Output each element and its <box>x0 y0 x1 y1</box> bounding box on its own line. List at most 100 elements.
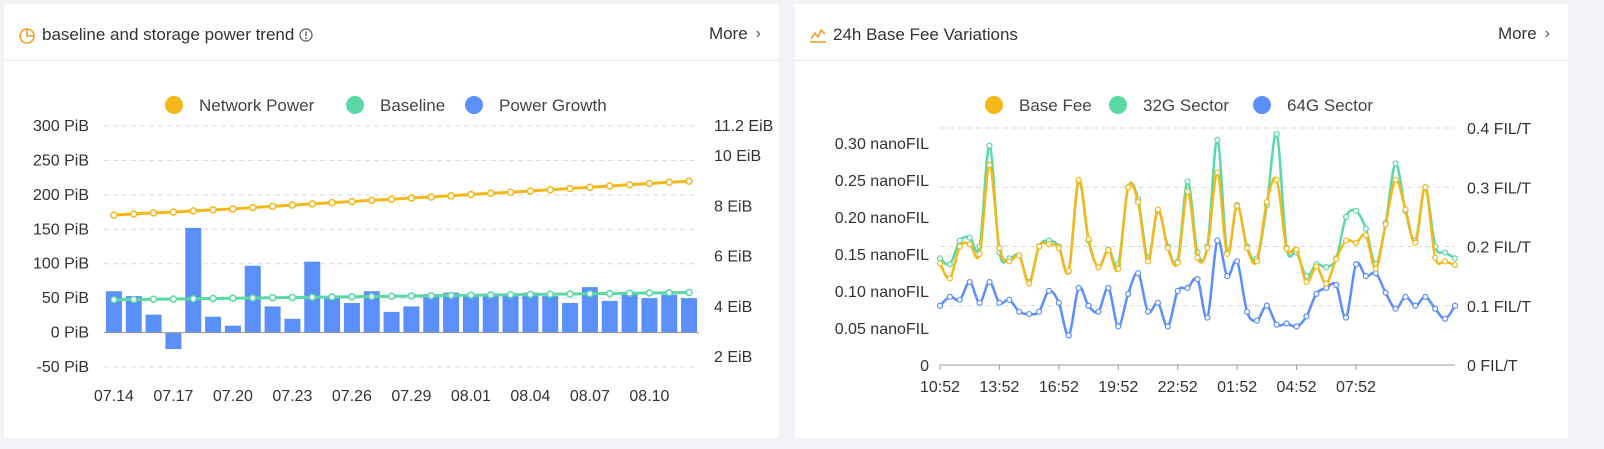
data-point <box>1085 235 1092 243</box>
data-point <box>986 278 993 286</box>
power-growth-bar <box>264 306 281 333</box>
data-point <box>1075 284 1082 292</box>
data-point <box>586 289 594 298</box>
data-point <box>526 290 535 299</box>
data-point <box>487 291 495 299</box>
data-point <box>685 288 693 297</box>
data-point <box>956 243 963 250</box>
power-growth-bar <box>185 227 202 333</box>
data-point <box>387 195 396 204</box>
data-point <box>606 182 614 190</box>
data-point <box>1164 323 1171 330</box>
x-tick-label: 07:52 <box>1336 379 1376 396</box>
data-point <box>1134 270 1142 277</box>
x-tick-label: 19:52 <box>1098 379 1138 396</box>
data-point <box>956 237 963 244</box>
data-point <box>1342 213 1350 220</box>
data-point <box>1293 246 1300 253</box>
data-point <box>1313 290 1320 297</box>
data-point <box>1451 255 1459 262</box>
base-fee-chart: Base Fee 32G Sector 64G Sector 0.30 nanoFIL… <box>835 96 1531 396</box>
data-point <box>1432 305 1439 312</box>
power-growth-bar <box>522 292 539 333</box>
power-growth-bar <box>324 296 341 333</box>
data-point <box>506 188 515 197</box>
data-point <box>1451 261 1459 269</box>
data-point <box>1441 258 1449 265</box>
data-point <box>1006 258 1013 265</box>
y-left-tick-label: 250 PiB <box>33 152 89 169</box>
power-growth-bar <box>621 292 638 333</box>
data-point <box>1392 305 1399 312</box>
y-left-tick-label: 100 PiB <box>33 256 89 273</box>
data-point <box>1263 302 1270 309</box>
data-point <box>288 201 297 209</box>
card-title-text: baseline and storage power trend <box>42 25 295 44</box>
data-point <box>526 187 535 195</box>
data-point <box>1412 302 1419 309</box>
data-point <box>586 183 594 192</box>
data-point <box>427 291 435 300</box>
data-point <box>665 288 673 297</box>
data-point <box>1234 202 1241 209</box>
data-point <box>1214 237 1221 244</box>
power-growth-bar <box>661 294 678 333</box>
data-point <box>1055 299 1062 306</box>
legend-label: Power Growth <box>499 96 607 115</box>
data-point <box>407 194 416 202</box>
data-point <box>169 208 178 216</box>
x-tick-label: 07.20 <box>213 388 253 405</box>
data-point <box>1125 290 1132 297</box>
legend-marker <box>1253 96 1271 114</box>
legend-marker <box>165 96 183 114</box>
data-point <box>986 161 993 169</box>
data-point <box>1204 244 1211 252</box>
data-point <box>1402 293 1409 300</box>
y-left-tick-label: 300 PiB <box>33 118 89 135</box>
data-point <box>328 293 336 301</box>
y-left-tick-label: -50 PiB <box>37 359 89 376</box>
data-point <box>566 184 574 193</box>
card-header: baseline and storage power trend More › <box>4 4 779 61</box>
data-point <box>130 210 138 218</box>
x-tick-label: 08.01 <box>451 388 491 405</box>
power-growth-bar <box>105 291 122 333</box>
power-growth-bar <box>363 291 380 333</box>
data-point <box>1085 302 1092 309</box>
power-trend-card: baseline and storage power trend More › … <box>4 4 779 438</box>
data-point <box>149 209 158 217</box>
data-point <box>1026 280 1033 287</box>
x-tick-label: 16:52 <box>1039 379 1079 396</box>
data-point <box>1352 207 1360 215</box>
data-point <box>189 207 197 215</box>
data-point <box>149 295 158 303</box>
data-point <box>1382 289 1389 296</box>
power-growth-bar <box>383 311 400 333</box>
data-point <box>1204 314 1211 321</box>
data-point <box>1006 296 1013 303</box>
data-point <box>946 261 954 268</box>
x-tick-label: 08.07 <box>570 388 610 405</box>
info-icon[interactable] <box>299 28 313 42</box>
data-point <box>1234 258 1241 265</box>
data-point <box>1352 261 1360 268</box>
data-point <box>1392 160 1399 167</box>
data-point <box>1134 198 1142 206</box>
power-growth-bar <box>165 332 182 350</box>
y-left-tick-label: 0.05 nanoFIL <box>835 321 929 338</box>
data-point <box>566 290 574 298</box>
more-link[interactable]: More › <box>1498 24 1550 44</box>
data-point <box>966 278 973 286</box>
x-tick-label: 07.14 <box>94 388 134 405</box>
data-point <box>1283 320 1290 327</box>
more-link[interactable]: More › <box>709 24 761 44</box>
data-point <box>1144 308 1152 315</box>
data-point <box>467 291 475 299</box>
power-growth-bar <box>145 314 162 333</box>
data-point <box>1402 206 1409 213</box>
data-point <box>229 294 237 302</box>
data-point <box>1362 273 1369 280</box>
x-tick-label: 07.23 <box>272 388 312 405</box>
data-point <box>1422 184 1429 191</box>
data-point <box>1283 245 1290 252</box>
